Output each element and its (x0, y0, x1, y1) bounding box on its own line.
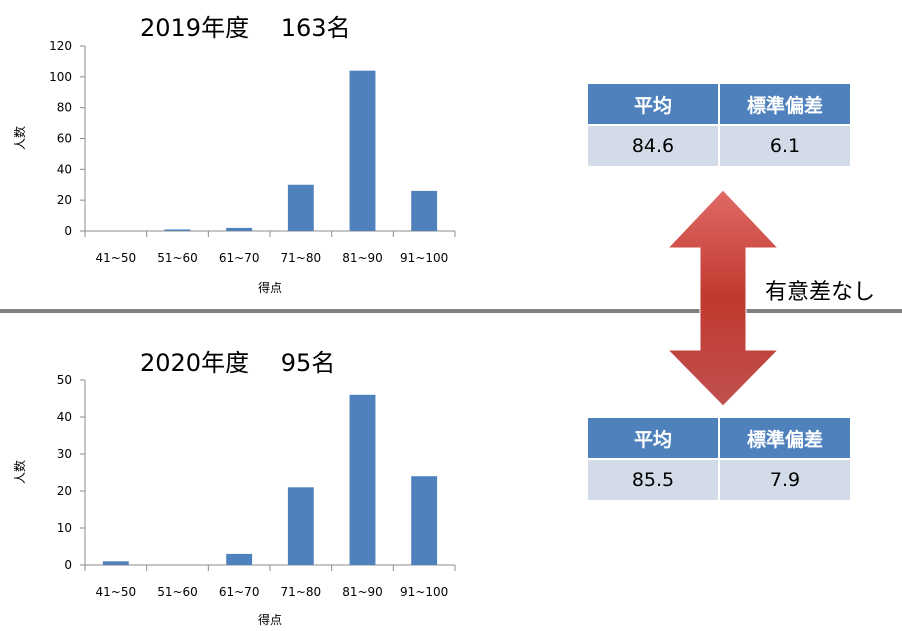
mean-header: 平均 (588, 418, 718, 458)
mean-value: 84.6 (588, 126, 718, 166)
x-tick-label: 91~100 (400, 251, 448, 265)
chart-title-2020: 2020年度 95名 (140, 349, 336, 377)
sd-header: 標準偏差 (720, 418, 850, 458)
section-divider (0, 309, 902, 313)
y-tick-label: 0 (64, 224, 72, 238)
y-tick-label: 100 (49, 70, 72, 84)
y-tick-label: 20 (57, 193, 72, 207)
bar-91~100 (411, 190, 438, 231)
y-tick-label: 60 (57, 132, 72, 146)
x-tick-label: 61~70 (219, 251, 260, 265)
sd-value: 6.1 (720, 126, 850, 166)
x-tick-label: 51~60 (157, 251, 198, 265)
x-axis-title: 得点 (258, 612, 282, 627)
x-tick-label: 71~80 (281, 251, 322, 265)
y-tick-label: 0 (64, 558, 72, 572)
y-tick-label: 40 (57, 410, 72, 424)
stats-table-2020: 平均 標準偏差 85.5 7.9 (586, 416, 852, 502)
bar-81~90 (349, 394, 376, 565)
double-arrow-icon (666, 190, 780, 407)
stats-table-2019: 平均 標準偏差 84.6 6.1 (586, 82, 852, 168)
bar-71~80 (287, 487, 314, 565)
histogram-2019: 0 20 40 60 80 100 120 41~50 51~60 61~70 71~80 81~90… (12, 39, 456, 295)
bar-41~50 (102, 561, 129, 565)
x-axis-title: 得点 (258, 280, 282, 295)
x-tick-label: 41~50 (96, 251, 137, 265)
x-tick-label: 81~90 (342, 251, 383, 265)
y-tick-label: 30 (57, 447, 72, 461)
x-tick-label: 71~80 (281, 585, 322, 599)
x-tick-label: 41~50 (96, 585, 137, 599)
y-tick-label: 80 (57, 101, 72, 115)
bar-71~80 (287, 184, 314, 231)
y-tick-label: 40 (57, 162, 72, 176)
y-axis-title: 人数 (12, 460, 27, 484)
mean-header: 平均 (588, 84, 718, 124)
bar-61~70 (226, 227, 253, 231)
sd-header: 標準偏差 (720, 84, 850, 124)
bar-51~60 (164, 229, 191, 231)
sd-value: 7.9 (720, 460, 850, 500)
y-tick-label: 10 (57, 521, 72, 535)
y-tick-label: 20 (57, 484, 72, 498)
x-tick-label: 91~100 (400, 585, 448, 599)
mean-value: 85.5 (588, 460, 718, 500)
bar-91~100 (411, 476, 438, 565)
y-tick-label: 50 (57, 373, 72, 387)
chart-title-2019: 2019年度 163名 (140, 14, 351, 42)
bar-61~70 (226, 553, 253, 565)
y-axis-title: 人数 (12, 126, 27, 150)
x-tick-label: 81~90 (342, 585, 383, 599)
y-tick-label: 120 (49, 39, 72, 53)
histogram-2020: 0 10 20 30 40 50 41~50 51~60 61~70 71~80 81~90 91~1… (12, 373, 456, 627)
comparison-label: 有意差なし (765, 280, 876, 305)
x-tick-label: 51~60 (157, 585, 198, 599)
bar-81~90 (349, 70, 376, 232)
x-tick-label: 61~70 (219, 585, 260, 599)
